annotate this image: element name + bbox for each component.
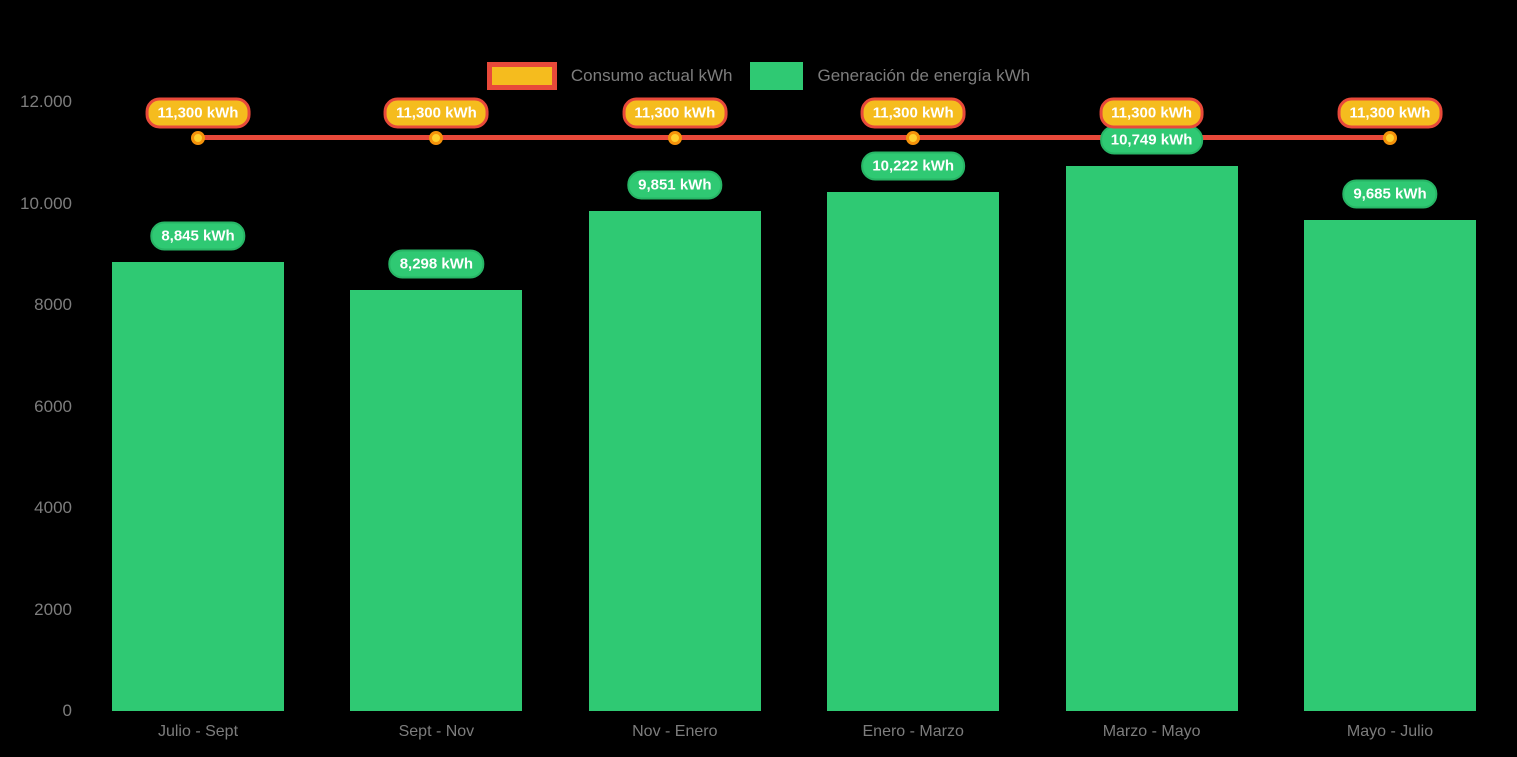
bar-value-label: 10,749 kWh	[1099, 125, 1204, 155]
bar-generacion-0[interactable]	[112, 262, 284, 711]
x-category-label: Mayo - Julio	[1346, 723, 1434, 740]
x-category-label: Marzo - Mayo	[1102, 723, 1201, 740]
y-tick-label: 4000	[34, 498, 72, 518]
y-tick-label: 10.000	[20, 193, 72, 213]
line-value-label: 11,300 kWh	[622, 97, 728, 129]
marker-consumo-2[interactable]	[667, 130, 682, 145]
line-consumo	[198, 135, 1390, 141]
line-value-label: 11,300 kWh	[1337, 97, 1443, 129]
line-value-label: 11,300 kWh	[383, 97, 489, 129]
y-tick-label: 0	[62, 701, 72, 720]
marker-consumo-5[interactable]	[1383, 130, 1397, 145]
bar-value-label: 8,845 kWh	[150, 221, 246, 251]
bar-value-label: 8,298 kWh	[388, 249, 485, 279]
legend-label-generacion: Generación de energía kWh	[817, 66, 1031, 85]
bar-value-label: 10,222 kWh	[861, 151, 966, 181]
x-category-label: Sept - Nov	[398, 723, 475, 740]
consumo-swatch-icon	[486, 62, 557, 90]
legend: Consumo actual kWh Generación de energía…	[0, 62, 1517, 90]
bar-generacion-3[interactable]	[827, 192, 1000, 711]
bar-generacion-4[interactable]	[1065, 165, 1238, 711]
y-tick-label: 2000	[34, 599, 72, 619]
marker-consumo-0[interactable]	[191, 130, 205, 145]
y-tick-label: 6000	[34, 396, 72, 416]
bar-generacion-2[interactable]	[588, 211, 761, 711]
generacion-swatch-icon	[750, 62, 804, 90]
bar-value-label: 9,685 kWh	[1342, 179, 1438, 209]
y-tick-label: 12.000	[20, 92, 72, 112]
marker-consumo-1[interactable]	[429, 130, 444, 145]
line-value-label: 11,300 kWh	[145, 97, 251, 129]
y-tick-label: 8000	[34, 295, 72, 315]
bar-generacion-1[interactable]	[350, 290, 523, 711]
legend-label-consumo: Consumo actual kWh	[570, 66, 733, 85]
marker-consumo-3[interactable]	[906, 130, 921, 145]
line-value-label: 11,300 kWh	[860, 97, 966, 129]
bar-value-label: 9,851 kWh	[627, 170, 723, 200]
legend-item-consumo[interactable]: Consumo actual kWh	[486, 62, 733, 90]
x-category-label: Julio - Sept	[157, 723, 239, 740]
bar-generacion-5[interactable]	[1304, 219, 1476, 711]
x-category-label: Nov - Enero	[632, 723, 718, 740]
x-category-label: Enero - Marzo	[862, 723, 964, 740]
line-value-label: 11,300 kWh	[1099, 97, 1205, 129]
legend-item-generacion[interactable]: Generación de energía kWh	[750, 62, 1030, 90]
